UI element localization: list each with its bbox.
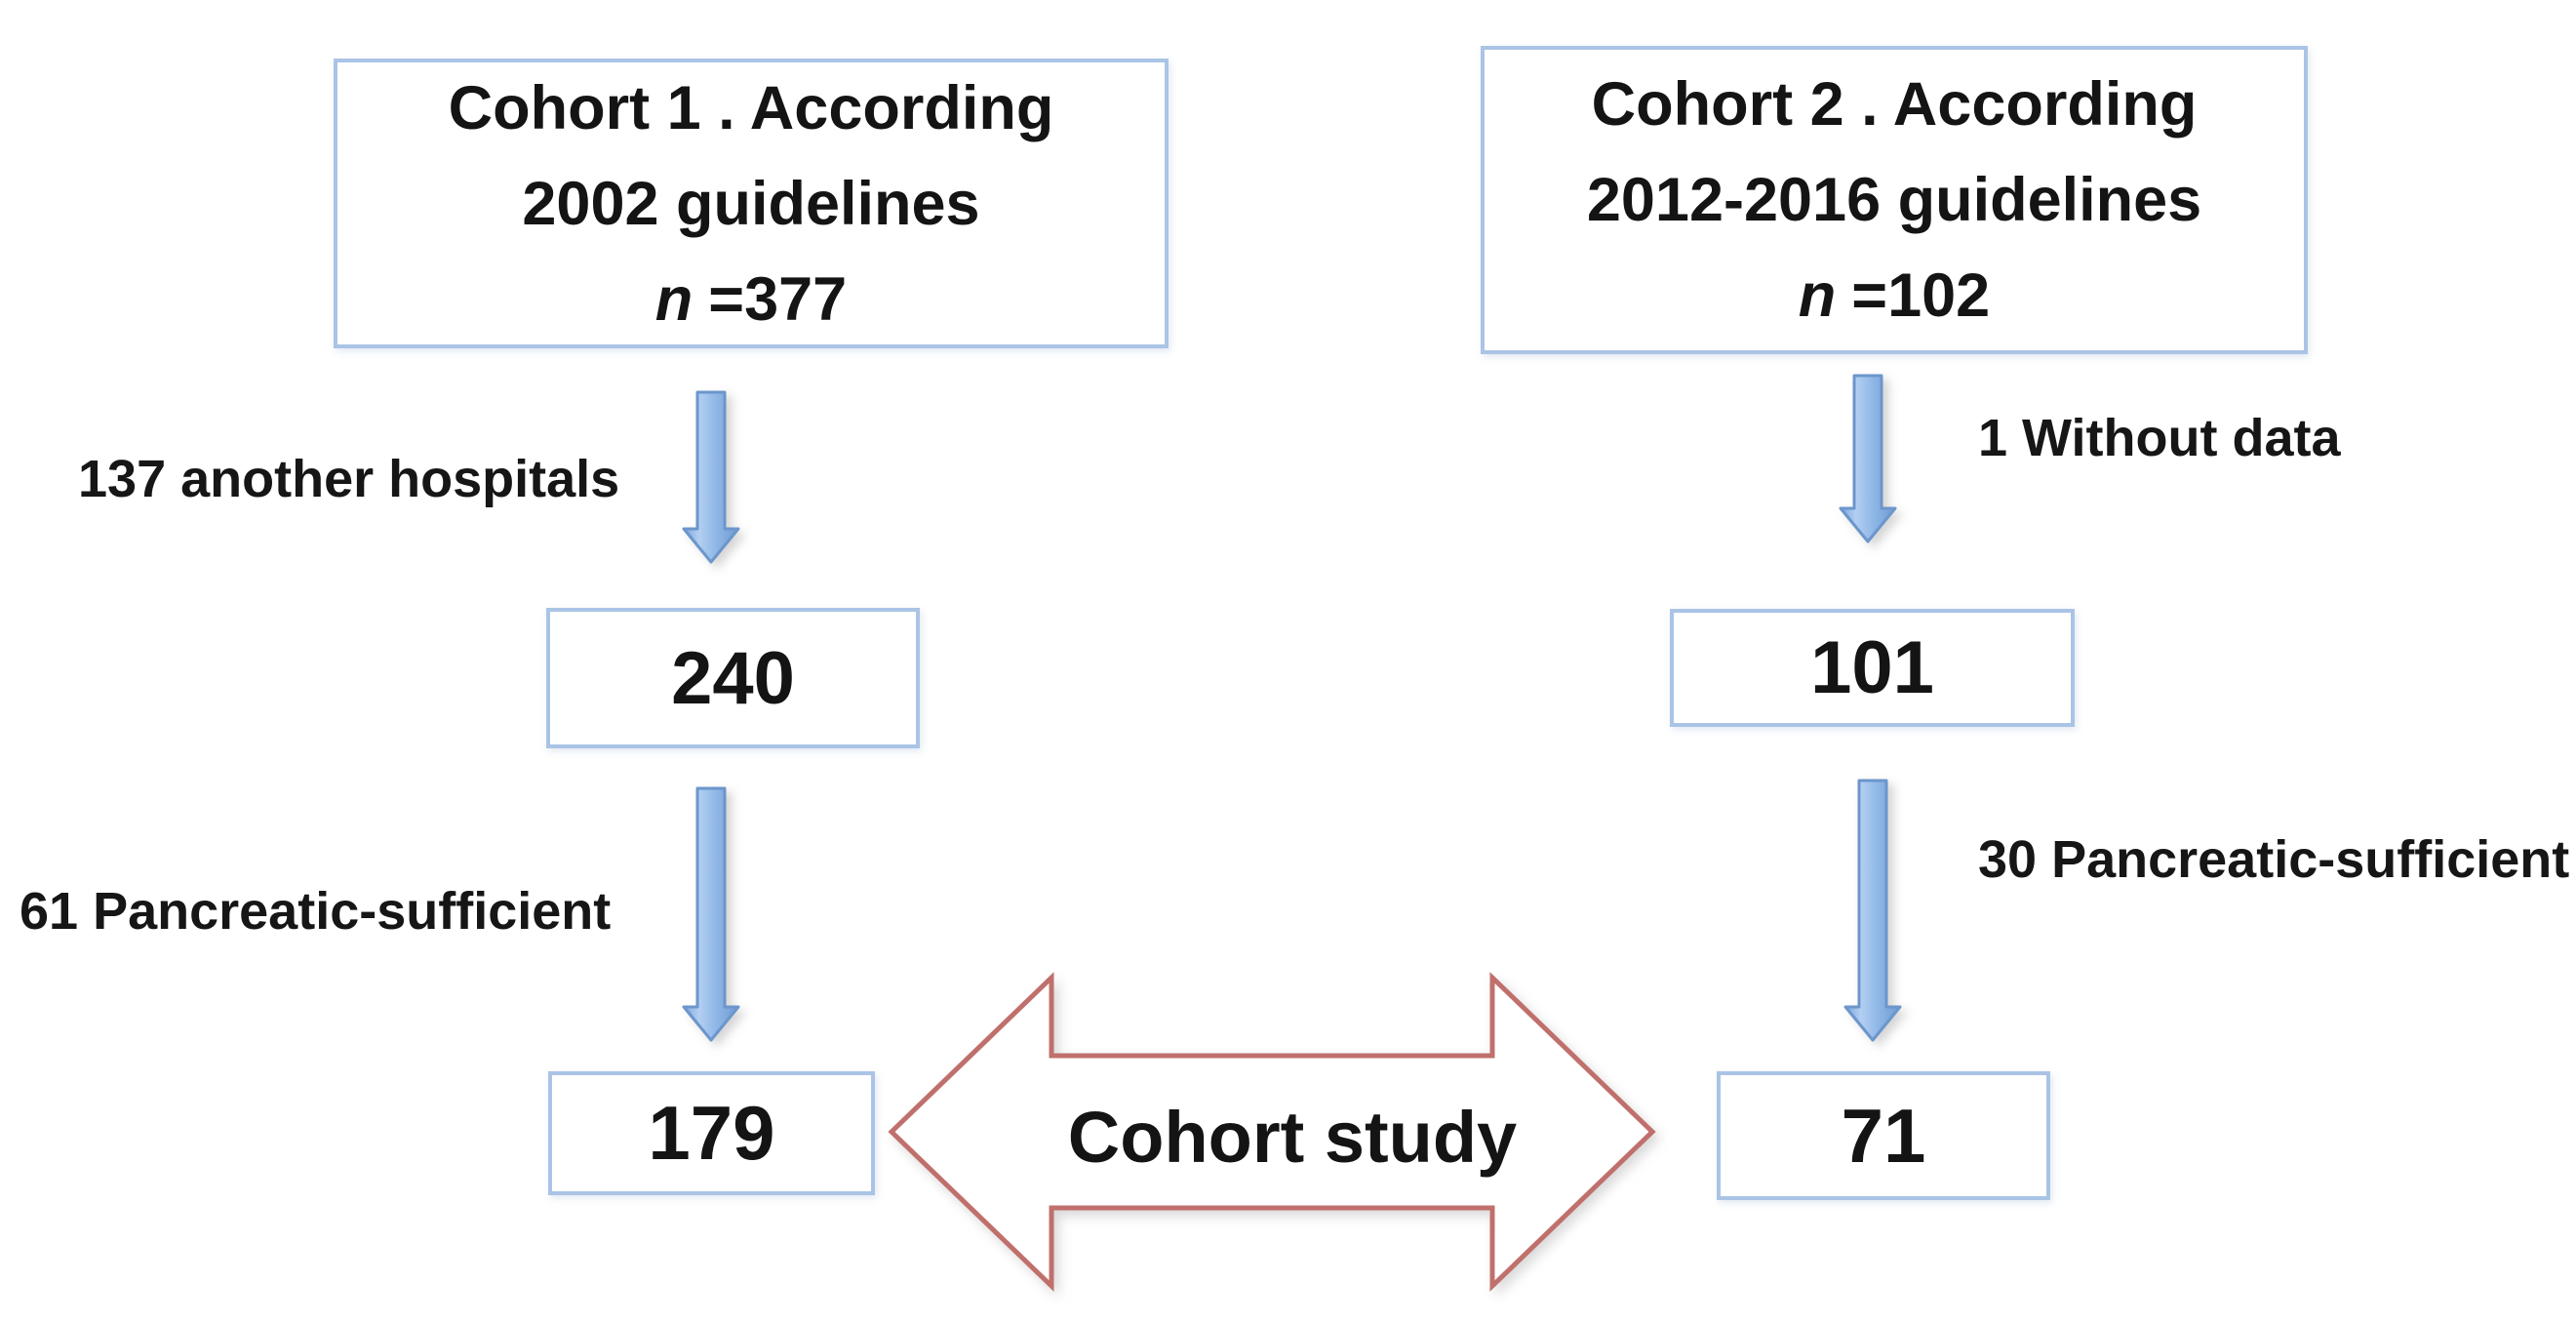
cohort2-box: Cohort 2 . According 2012-2016 guideline… [1481,46,2308,354]
cohort1-n-value: =377 [708,264,848,334]
cohort2-mid-box: 101 [1670,609,2075,727]
cohort1-line1: Cohort 1 . According [448,73,1054,142]
cohort1-exclusion2-label: 61 Pancreatic-sufficient [20,882,612,941]
cohort2-exclusion1-label: 1 Without data [1978,409,2341,467]
cohort2-final-value: 71 [1841,1092,1926,1179]
cohort-study-double-arrow-icon [888,972,1656,1292]
cohort1-final-value: 179 [648,1090,775,1176]
cohort2-n-label: n [1798,261,1837,330]
cohort2-n-line: n =102 [1799,248,1990,343]
cohort2-exclusion2-label: 30 Pancreatic-sufficient [1978,830,2570,889]
cohort1-n-label: n [654,264,694,334]
cohort1-exclusion1-label: 137 another hospitals [78,450,620,508]
cohort2-line1: Cohort 2 . According [1591,70,2198,139]
cohort1-down-arrow-1-icon [682,390,740,564]
cohort-study-label: Cohort study [1067,1096,1518,1178]
cohort1-box: Cohort 1 . According 2002 guidelines n =3… [334,59,1169,348]
cohort2-down-arrow-2-icon [1843,779,1902,1042]
cohort2-final-box: 71 [1717,1071,2050,1200]
cohort1-final-box: 179 [548,1071,875,1195]
cohort2-down-arrow-1-icon [1839,374,1897,543]
cohort1-down-arrow-2-icon [682,786,740,1042]
cohort2-n-value: =102 [1851,261,1991,330]
cohort1-line2: 2002 guidelines [522,169,980,238]
cohort1-mid-box: 240 [546,608,920,748]
cohort2-line2: 2012-2016 guidelines [1586,166,2202,234]
cohort2-mid-value: 101 [1810,626,1934,709]
cohort1-n-line: n =377 [655,252,847,347]
cohort1-mid-value: 240 [671,636,795,720]
